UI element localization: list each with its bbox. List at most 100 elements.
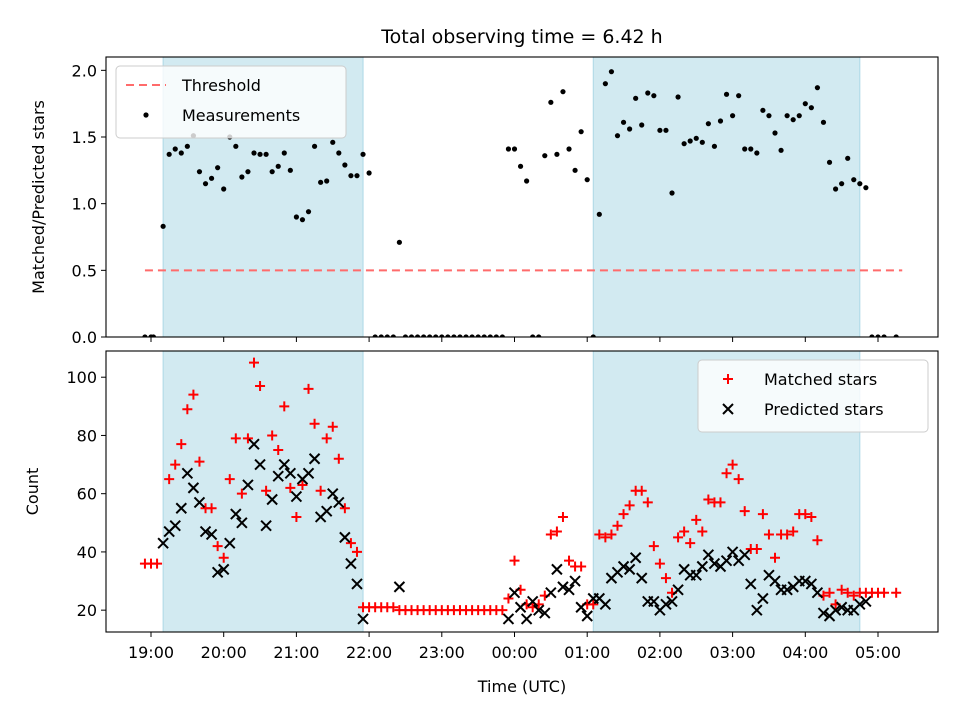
top-panel: 0.0 0.5 1.0 1.5 2.0 Matched/Predicted stars To… xyxy=(29,26,939,347)
x-tick-label: 23:00 xyxy=(419,643,465,662)
bottom-panel: 20 40 60 80 100 19:00 20:00 21:00 22:00 23:00 00:0… xyxy=(23,350,939,696)
data-point xyxy=(663,127,669,133)
data-point xyxy=(891,587,902,598)
data-point xyxy=(881,334,887,337)
data-point xyxy=(588,599,599,610)
data-point xyxy=(817,607,830,619)
data-point xyxy=(142,334,148,337)
data-point xyxy=(599,598,612,611)
data-point xyxy=(445,334,451,337)
data-point xyxy=(757,509,768,520)
data-point xyxy=(160,223,166,229)
data-point xyxy=(796,113,802,119)
legend-label: Measurements xyxy=(182,106,300,125)
data-point xyxy=(172,146,178,152)
data-point xyxy=(396,239,402,245)
data-point xyxy=(330,139,336,145)
data-point xyxy=(578,129,584,135)
data-point xyxy=(351,546,362,557)
data-point xyxy=(745,578,757,590)
data-point xyxy=(805,578,818,590)
data-point xyxy=(236,488,247,499)
data-point xyxy=(751,544,762,555)
data-point xyxy=(242,479,254,491)
legend-swatch-dot xyxy=(143,112,149,118)
data-point xyxy=(152,558,163,569)
data-point xyxy=(727,459,738,470)
data-point xyxy=(333,496,345,509)
data-point xyxy=(178,150,184,156)
data-point xyxy=(208,175,215,181)
data-point xyxy=(260,520,272,532)
data-point xyxy=(505,146,512,152)
data-point xyxy=(806,511,817,522)
data-point xyxy=(657,127,663,133)
data-point xyxy=(673,532,684,543)
data-point xyxy=(502,613,515,625)
data-point xyxy=(703,494,714,505)
data-point xyxy=(778,147,784,153)
data-point xyxy=(612,520,623,531)
data-point xyxy=(469,334,475,337)
data-point xyxy=(860,595,872,608)
data-point xyxy=(245,169,251,175)
data-point xyxy=(799,575,812,587)
data-point xyxy=(660,573,671,584)
data-point xyxy=(751,604,763,616)
data-point xyxy=(581,610,593,622)
y-tick-label: 80 xyxy=(77,426,97,445)
data-point xyxy=(354,173,360,179)
data-point xyxy=(642,497,653,508)
data-point xyxy=(851,177,857,183)
data-point xyxy=(842,587,853,598)
data-point xyxy=(170,459,181,470)
data-point xyxy=(893,334,899,337)
y-tick-label: 20 xyxy=(77,601,97,620)
data-point xyxy=(675,94,681,100)
y-tick-label: 1.0 xyxy=(72,195,97,214)
data-point xyxy=(457,334,463,337)
data-point xyxy=(297,479,308,490)
data-point xyxy=(475,334,481,337)
data-point xyxy=(211,566,224,579)
data-point xyxy=(835,601,848,613)
data-point xyxy=(357,613,369,625)
data-point xyxy=(533,604,545,616)
data-point xyxy=(564,555,575,566)
data-point xyxy=(503,593,514,604)
data-point xyxy=(342,162,348,168)
legend: Matched stars Predicted stars xyxy=(697,359,929,433)
data-point xyxy=(648,595,660,608)
data-point xyxy=(388,602,399,613)
y-tick-label: 0.5 xyxy=(72,261,97,280)
axes-frame xyxy=(105,350,939,633)
data-point xyxy=(645,90,651,96)
data-point xyxy=(309,418,320,429)
data-point xyxy=(636,485,647,496)
data-point xyxy=(854,598,866,611)
data-point xyxy=(600,532,611,543)
data-point xyxy=(875,334,881,337)
data-point xyxy=(164,474,175,485)
data-point xyxy=(629,552,642,564)
data-point xyxy=(681,141,687,147)
data-point xyxy=(299,217,306,223)
data-point xyxy=(272,470,284,482)
data-point xyxy=(542,153,548,159)
data-point xyxy=(690,569,702,581)
data-point xyxy=(266,493,278,506)
data-point xyxy=(427,334,433,337)
data-point xyxy=(305,209,312,215)
data-point xyxy=(166,151,172,157)
data-point xyxy=(530,334,536,337)
data-point xyxy=(217,563,230,576)
data-point xyxy=(696,560,709,573)
data-point xyxy=(788,526,799,537)
data-point xyxy=(554,151,560,157)
data-point xyxy=(248,438,260,450)
data-point xyxy=(302,467,315,480)
data-point xyxy=(345,557,357,570)
data-point xyxy=(802,101,808,107)
data-point xyxy=(551,526,562,537)
